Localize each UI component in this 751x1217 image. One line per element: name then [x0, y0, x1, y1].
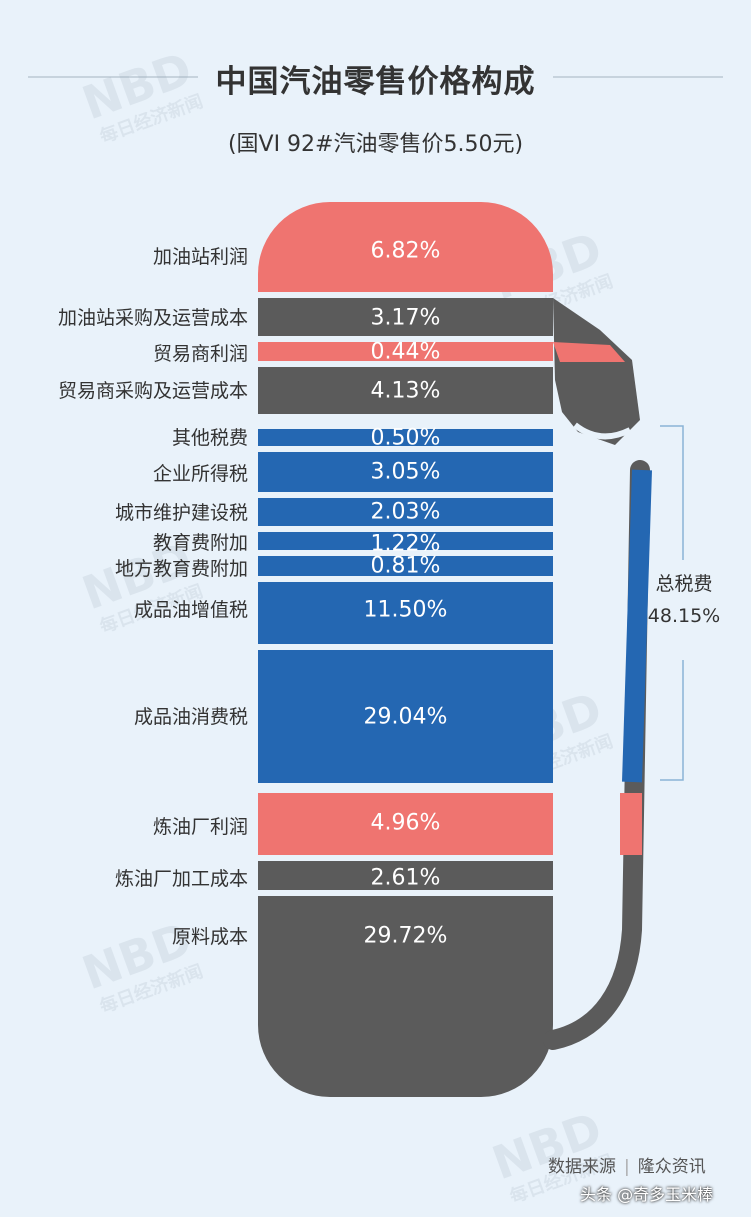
nozzle-hose-red — [620, 793, 642, 855]
bar-13 — [258, 861, 553, 890]
value-label-13: 2.61% — [371, 866, 441, 891]
bracket-bottom — [660, 660, 684, 781]
value-label-3: 0.44% — [371, 340, 441, 365]
category-label-5: 其他税费 — [172, 427, 248, 449]
bar-12 — [258, 793, 553, 855]
source-label: 数据来源 — [548, 1157, 616, 1177]
footer-source: 数据来源 | 隆众资讯 — [548, 1152, 706, 1177]
chart-subtitle: (国VI 92#汽油零售价5.50元) — [227, 132, 524, 157]
nozzle-hose-blue — [622, 469, 652, 783]
chart-title: 中国汽油零售价格构成 — [0, 56, 751, 101]
tax-bracket: 总税费 48.15% — [648, 425, 720, 781]
total-tax-value: 48.15% — [648, 605, 720, 627]
category-label-12: 炼油厂利润 — [153, 816, 248, 838]
nozzle-handle — [553, 298, 640, 445]
category-label-9: 地方教育费附加 — [115, 558, 248, 580]
value-label-10: 11.50% — [364, 598, 448, 623]
category-label-1: 加油站利润 — [153, 246, 248, 268]
bar-1 — [258, 202, 553, 292]
title-rule-right — [553, 76, 723, 78]
bar-10 — [258, 582, 553, 644]
bracket-top — [660, 425, 684, 560]
nozzle-hose-grey — [543, 460, 650, 1050]
value-label-2: 3.17% — [371, 306, 441, 331]
value-label-11: 29.04% — [364, 705, 448, 730]
category-label-14: 原料成本 — [172, 926, 248, 948]
value-label-8: 1.22% — [371, 532, 441, 557]
category-label-10: 成品油增值税 — [134, 599, 248, 621]
value-label-5: 0.50% — [371, 426, 441, 451]
value-label-14: 29.72% — [364, 924, 448, 949]
category-label-4: 贸易商采购及运营成本 — [58, 380, 248, 402]
category-label-6: 企业所得税 — [153, 463, 248, 485]
category-label-3: 贸易商利润 — [153, 343, 248, 365]
bar-9 — [258, 556, 553, 576]
nozzle-trigger — [573, 422, 632, 440]
value-label-4: 4.13% — [371, 379, 441, 404]
source-separator: | — [624, 1157, 630, 1177]
bar-4 — [258, 367, 553, 414]
bar-7 — [258, 498, 553, 526]
value-label-9: 0.81% — [371, 554, 441, 579]
labels-group: 6.82% 加油站利润 3.17% 加油站采购及运营成本 0.44% 贸易商利润 4.13%… — [58, 239, 447, 949]
bar-8 — [258, 532, 553, 550]
category-label-2: 加油站采购及运营成本 — [58, 307, 248, 329]
value-label-6: 3.05% — [371, 460, 441, 485]
source-name: 隆众资讯 — [637, 1157, 706, 1177]
bar-11 — [258, 650, 553, 783]
value-label-12: 4.96% — [371, 811, 441, 836]
value-label-1: 6.82% — [371, 239, 441, 264]
fuel-nozzle-icon — [543, 298, 652, 1050]
category-label-11: 成品油消费税 — [134, 706, 248, 728]
bar-2 — [258, 298, 553, 336]
bar-3 — [258, 342, 553, 361]
total-tax-label: 总税费 — [655, 573, 712, 595]
bar-6 — [258, 452, 553, 492]
nozzle-tip — [553, 342, 625, 362]
category-label-7: 城市维护建设税 — [115, 502, 248, 524]
bar-5 — [258, 429, 553, 446]
title-rule-left — [28, 76, 198, 78]
value-label-7: 2.03% — [371, 500, 441, 525]
category-label-8: 教育费附加 — [153, 532, 248, 554]
bars-group — [258, 202, 553, 1097]
bar-14 — [258, 896, 553, 1097]
footer-watermark: 头条 @奇多玉米棒 — [580, 1185, 714, 1204]
category-label-13: 炼油厂加工成本 — [115, 868, 248, 890]
